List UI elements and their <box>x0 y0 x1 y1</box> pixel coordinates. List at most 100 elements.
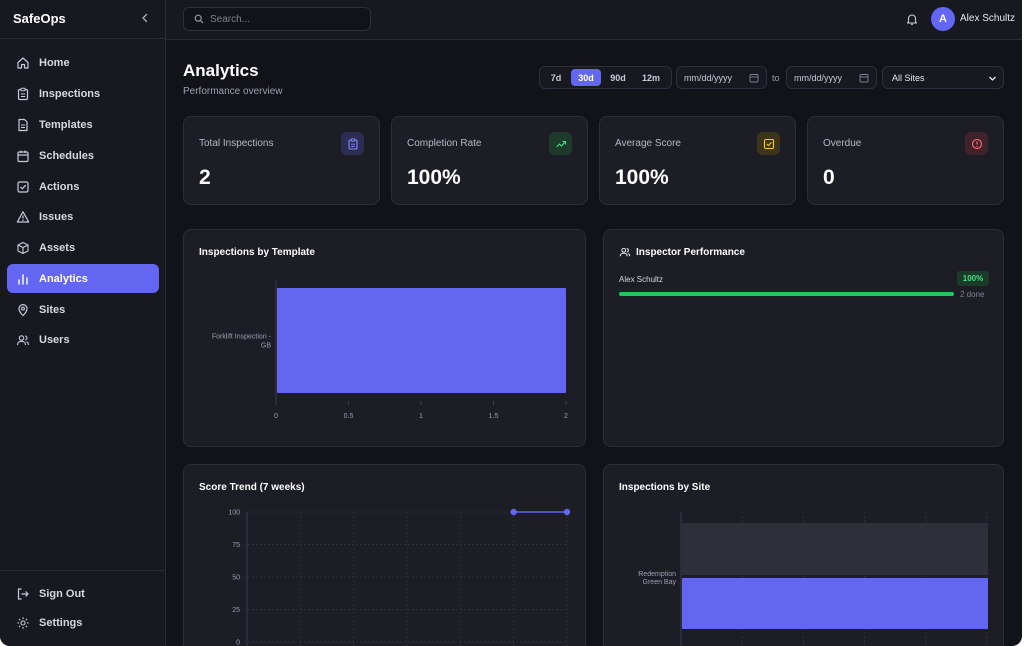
sidebar: SafeOps Home Inspections Templates Sched… <box>0 0 166 646</box>
stat-value: 100% <box>615 166 669 189</box>
sidebar-item-templates[interactable]: Templates <box>7 110 159 139</box>
sidebar-item-label: Home <box>39 56 70 69</box>
bell-icon[interactable] <box>905 12 919 26</box>
range-90d-button[interactable]: 90d <box>610 72 626 83</box>
bar-chart-icon <box>18 273 28 285</box>
sidebar-item-issues[interactable]: Issues <box>7 202 159 231</box>
avatar[interactable]: A <box>931 7 955 31</box>
x-tick-label: 0 <box>274 413 278 420</box>
sidebar-item-settings[interactable]: Settings <box>7 608 159 637</box>
sidebar-item-label: Sign Out <box>39 587 85 600</box>
sidebar-item-inspections[interactable]: Inspections <box>7 79 159 108</box>
sidebar-item-analytics[interactable]: Analytics <box>7 264 159 293</box>
y-tick-label: 25 <box>232 607 240 614</box>
range-7d-button[interactable]: 7d <box>550 72 562 83</box>
site-filter-value: All Sites <box>892 72 925 83</box>
y-tick-label: 75 <box>232 542 240 549</box>
range-12m-button[interactable]: 12m <box>641 72 660 83</box>
sidebar-item-home[interactable]: Home <box>7 48 159 77</box>
stat-value: 0 <box>823 166 835 189</box>
sidebar-item-label: Analytics <box>39 272 88 285</box>
page-title: Analytics <box>183 61 259 80</box>
stat-value: 100% <box>407 166 461 189</box>
stat-icon-badge <box>965 132 988 155</box>
date-from-field[interactable]: mm/dd/yyyy <box>676 66 767 89</box>
inspector-percent-badge: 100% <box>957 271 989 286</box>
stat-icon-badge <box>341 132 364 155</box>
stat-card-overdue: Overdue 0 <box>807 116 1004 205</box>
calendar-icon <box>749 74 759 83</box>
search-icon <box>194 14 204 24</box>
y-tick-label: 50 <box>232 575 240 582</box>
users-icon <box>16 334 30 345</box>
user-name[interactable]: Alex Schultz <box>960 13 1016 24</box>
app-logo-text: SafeOps <box>13 11 66 26</box>
warning-icon <box>16 210 30 223</box>
box-icon <box>17 241 29 254</box>
panel-inspector-performance: Inspector Performance Alex Schultz 100% … <box>603 229 1004 447</box>
sidebar-item-users[interactable]: Users <box>7 325 159 354</box>
date-from-placeholder: mm/dd/yyyy <box>684 72 733 83</box>
calendar-icon <box>17 150 29 162</box>
calendar-icon <box>859 74 869 83</box>
stat-icon-badge <box>549 132 572 155</box>
sidebar-item-schedules[interactable]: Schedules <box>7 141 159 170</box>
sidebar-item-label: Sites <box>39 303 66 316</box>
sidebar-item-sign-out[interactable]: Sign Out <box>7 579 159 608</box>
date-to-field[interactable]: mm/dd/yyyy <box>786 66 877 89</box>
users-icon <box>619 247 631 257</box>
chevron-left-icon[interactable] <box>138 11 152 25</box>
sidebar-item-label: Actions <box>39 180 80 193</box>
sidebar-footer <box>0 570 165 571</box>
sidebar-item-label: Inspections <box>39 87 101 100</box>
panel-title: Score Trend (7 weeks) <box>199 482 305 493</box>
stat-card-total-inspections: Total Inspections 2 <box>183 116 380 205</box>
search-input[interactable] <box>210 13 360 25</box>
document-icon <box>18 118 28 131</box>
check-square-icon <box>763 138 774 149</box>
date-range-to-label: to <box>772 73 780 83</box>
top-bar: A Alex Schultz <box>166 0 1022 40</box>
sidebar-item-assets[interactable]: Assets <box>7 233 159 262</box>
data-point <box>510 508 517 516</box>
date-to-placeholder: mm/dd/yyyy <box>794 72 843 83</box>
y-tick-label: 0 <box>236 640 240 646</box>
x-tick-label: 1.5 <box>489 413 499 420</box>
sidebar-item-label: Settings <box>39 616 83 629</box>
category-label: Forklift Inspection - <box>212 334 272 341</box>
stat-card-average-score: Average Score 100% <box>599 116 796 205</box>
y-tick-label: 100 <box>228 510 240 517</box>
panel-inspections-by-template: Inspections by Template Forklift Inspect… <box>183 229 586 447</box>
sidebar-item-sites[interactable]: Sites <box>7 295 159 324</box>
score-trend-line-chart: 100 75 50 25 0 <box>228 508 571 646</box>
home-icon <box>17 56 29 69</box>
panel-inspections-by-site: Inspections by Site Redemption Green Bay <box>603 464 1004 646</box>
data-point <box>563 508 571 516</box>
sidebar-item-label: Schedules <box>39 149 95 162</box>
template-bar-chart: Forklift Inspection - GB 0 0.5 1 1.5 2 <box>212 280 568 420</box>
category-label: Redemption <box>638 571 676 578</box>
stat-card-completion-rate: Completion Rate 100% <box>391 116 588 205</box>
gear-icon <box>17 616 29 629</box>
x-tick-label: 2 <box>564 413 568 420</box>
chevron-down-icon <box>989 76 996 81</box>
bar <box>682 523 988 575</box>
bar <box>277 288 566 393</box>
inspector-name: Alex Schultz <box>619 275 664 284</box>
clipboard-icon <box>17 87 29 100</box>
sidebar-item-actions[interactable]: Actions <box>7 172 159 201</box>
checkbox-icon <box>17 180 29 193</box>
inspector-progress-fill <box>619 292 954 296</box>
brand-bar: SafeOps <box>0 0 165 39</box>
category-label: Green Bay <box>643 579 677 586</box>
sign-out-icon <box>17 587 29 600</box>
panel-title: Inspections by Site <box>619 482 711 493</box>
range-30d-button[interactable]: 30d <box>571 69 601 86</box>
site-filter-select[interactable]: All Sites <box>882 66 1004 89</box>
clipboard-icon <box>347 138 358 150</box>
stat-label: Total Inspections <box>199 138 274 149</box>
stat-label: Overdue <box>823 138 862 149</box>
search-box <box>183 7 371 31</box>
